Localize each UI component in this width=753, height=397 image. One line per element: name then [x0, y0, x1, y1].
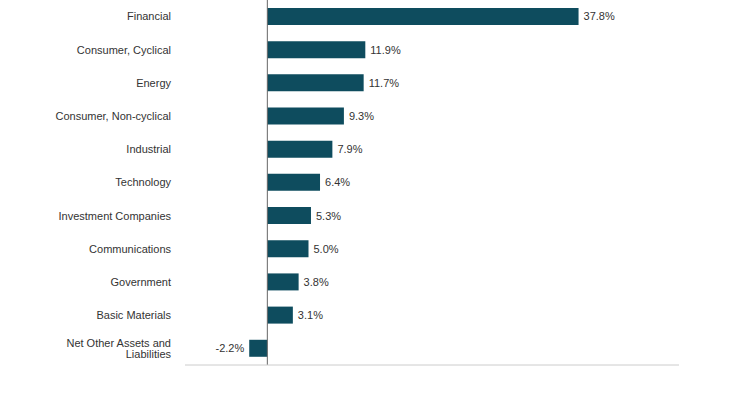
svg-text:Consumer, Non-cyclical: Consumer, Non-cyclical — [55, 110, 171, 122]
svg-text:-2.2%: -2.2% — [215, 342, 244, 354]
svg-text:3.8%: 3.8% — [304, 276, 329, 288]
svg-text:6.4%: 6.4% — [325, 176, 350, 188]
svg-text:5.3%: 5.3% — [316, 210, 341, 222]
svg-text:Financial: Financial — [127, 10, 171, 22]
svg-text:Net Other Assets andLiabilitie: Net Other Assets andLiabilities — [66, 337, 171, 360]
svg-text:Investment Companies: Investment Companies — [59, 210, 172, 222]
svg-text:5.0%: 5.0% — [314, 243, 339, 255]
svg-text:11.7%: 11.7% — [369, 77, 400, 89]
svg-text:7.9%: 7.9% — [337, 143, 362, 155]
svg-text:Communications: Communications — [89, 243, 171, 255]
svg-text:Basic Materials: Basic Materials — [96, 309, 171, 321]
svg-text:Government: Government — [110, 276, 171, 288]
svg-text:37.8%: 37.8% — [584, 10, 615, 22]
svg-text:Energy: Energy — [136, 77, 171, 89]
svg-text:Consumer, Cyclical: Consumer, Cyclical — [77, 44, 171, 56]
svg-text:Industrial: Industrial — [126, 143, 171, 155]
svg-text:11.9%: 11.9% — [370, 44, 401, 56]
svg-text:9.3%: 9.3% — [349, 110, 374, 122]
svg-text:3.1%: 3.1% — [298, 309, 323, 321]
svg-text:Technology: Technology — [115, 176, 171, 188]
